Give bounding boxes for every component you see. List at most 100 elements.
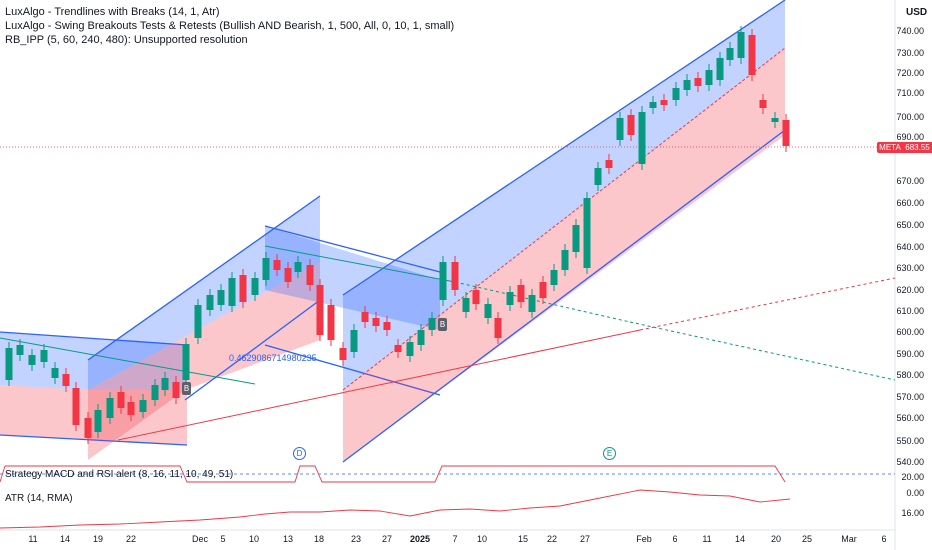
candle-body xyxy=(462,298,470,312)
candle-body xyxy=(716,58,724,80)
time-tick: 10 xyxy=(476,534,488,544)
candle-body xyxy=(72,388,80,425)
candle-body xyxy=(472,290,480,304)
candle-body xyxy=(139,400,147,412)
candle-body xyxy=(327,305,335,340)
candle-body xyxy=(539,282,547,298)
candle-body xyxy=(217,290,225,305)
candle-body xyxy=(616,118,624,140)
price-tick: 670.00 xyxy=(896,176,924,186)
candle-body xyxy=(117,392,125,408)
candle-body xyxy=(451,262,459,290)
candle-body xyxy=(672,88,680,100)
time-tick: 20 xyxy=(770,534,782,544)
candle-body xyxy=(771,118,779,122)
candle-body xyxy=(417,330,425,345)
candle-body xyxy=(16,345,24,355)
candle-body xyxy=(726,48,734,60)
price-tick: 610.00 xyxy=(896,306,924,316)
price-tick: 730.00 xyxy=(896,48,924,58)
time-tick: 27 xyxy=(381,534,393,544)
candle-body xyxy=(262,258,270,280)
time-tick: Feb xyxy=(636,534,652,544)
candle-body xyxy=(161,378,169,390)
time-tick: 14 xyxy=(734,534,746,544)
price-tick: 600.00 xyxy=(896,327,924,337)
trendline-bearish-1 xyxy=(0,337,256,385)
candle-body xyxy=(583,198,591,268)
price-tick: 580.00 xyxy=(896,370,924,380)
candle-body xyxy=(605,160,613,168)
price-tick: 560.00 xyxy=(896,413,924,423)
candle-body xyxy=(649,102,657,108)
time-tick: 18 xyxy=(313,534,325,544)
legend-strategy: Strategy MACD and RSI alert (8, 16, 11, … xyxy=(5,469,234,480)
candle-body xyxy=(372,318,380,326)
candle-body xyxy=(683,80,691,90)
candle-body xyxy=(127,402,135,415)
currency-label: USD xyxy=(906,7,928,18)
strategy-signal-line xyxy=(0,465,786,483)
break-marker-2[interactable]: B xyxy=(438,318,447,331)
candle-body xyxy=(748,35,756,75)
price-tick: 740.00 xyxy=(896,26,924,36)
candle-body xyxy=(638,112,646,164)
marker-d[interactable]: D xyxy=(293,447,306,460)
candle-body xyxy=(594,168,602,185)
candle-body xyxy=(151,385,159,400)
last-price-label: 683.55 xyxy=(903,142,932,153)
time-tick: 25 xyxy=(801,534,813,544)
price-tick: 640.00 xyxy=(896,242,924,252)
price-tick: 650.00 xyxy=(896,220,924,230)
candle-body xyxy=(284,268,292,282)
candle-body xyxy=(106,398,114,418)
time-tick: 23 xyxy=(350,534,362,544)
candle-body xyxy=(550,270,558,285)
candle-body xyxy=(383,322,391,330)
candle-body xyxy=(406,342,414,356)
legend-atr: ATR (14, RMA) xyxy=(5,493,73,504)
candle-body xyxy=(737,32,745,58)
candle-body xyxy=(561,250,569,270)
time-tick: 6 xyxy=(672,534,678,544)
atr-line xyxy=(0,489,791,529)
candle-body xyxy=(572,225,580,252)
time-tick: 2025 xyxy=(409,534,431,544)
price-tick: 570.00 xyxy=(896,392,924,402)
candle-body xyxy=(51,368,59,378)
candlesticks xyxy=(5,26,790,444)
candle-body xyxy=(84,418,92,438)
indicator-tick: 0.00 xyxy=(906,488,924,498)
time-tick: 19 xyxy=(92,534,104,544)
time-tick: 22 xyxy=(125,534,137,544)
price-tick: 660.00 xyxy=(896,198,924,208)
marker-e[interactable]: E xyxy=(603,447,616,460)
candle-body xyxy=(62,374,70,386)
candle-body xyxy=(660,100,668,105)
time-tick: 7 xyxy=(452,534,458,544)
legend-swing-breakouts: LuxAlgo - Swing Breakouts Tests & Retest… xyxy=(5,20,455,32)
ratio-annotation: 0.4629086714980235 xyxy=(229,353,317,363)
candle-body xyxy=(172,382,180,398)
candle-body xyxy=(759,100,767,108)
price-tick: 720.00 xyxy=(896,68,924,78)
candle-body xyxy=(194,305,202,338)
candle-body xyxy=(439,262,447,300)
price-tick: 590.00 xyxy=(896,349,924,359)
time-tick: 11 xyxy=(702,534,712,544)
candle-body xyxy=(484,304,492,318)
candle-body xyxy=(339,348,347,360)
legend-rb-ipp: RB_IPP (5, 60, 240, 480): Unsupported re… xyxy=(5,34,248,46)
channel-3 xyxy=(264,225,441,396)
candle-body xyxy=(350,330,358,352)
time-tick: 11 xyxy=(28,534,38,544)
time-tick: 5 xyxy=(220,534,226,544)
price-tick: 620.00 xyxy=(896,285,924,295)
candle-body xyxy=(94,410,102,432)
price-tick: 540.00 xyxy=(896,457,924,467)
break-marker-1[interactable]: B xyxy=(182,382,191,395)
symbol-tag: META xyxy=(877,142,903,153)
trendline-bearish-2 xyxy=(264,245,456,283)
candle-body xyxy=(361,312,369,322)
